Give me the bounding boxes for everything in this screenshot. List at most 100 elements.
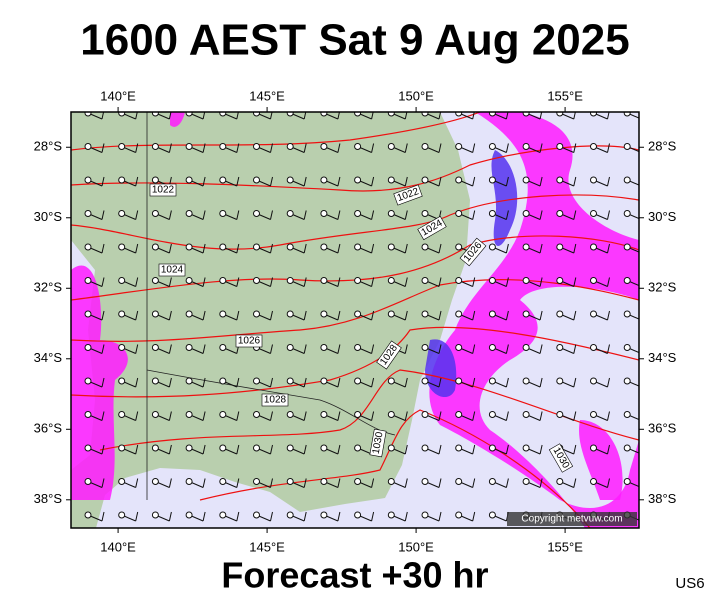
barb-station bbox=[118, 277, 126, 284]
barb-station bbox=[421, 112, 429, 117]
barb-station bbox=[151, 143, 159, 150]
barb-station bbox=[522, 143, 530, 150]
barb-station bbox=[151, 210, 159, 217]
barb-feather bbox=[371, 176, 375, 187]
barb-station bbox=[354, 444, 362, 452]
isobar-label-box bbox=[158, 263, 186, 277]
barb-feather bbox=[505, 478, 509, 488]
barb-station bbox=[84, 377, 92, 385]
barb-station bbox=[556, 277, 564, 284]
barb-station bbox=[488, 411, 496, 418]
barb-station bbox=[590, 377, 597, 385]
lon-tick-label: 150°E bbox=[398, 539, 434, 554]
barb-station bbox=[185, 143, 193, 150]
barb-station bbox=[253, 478, 260, 485]
barb-station bbox=[354, 344, 362, 351]
barb-feather bbox=[236, 511, 240, 522]
barb-station bbox=[253, 444, 260, 452]
barb-feather bbox=[573, 243, 577, 254]
barb-station bbox=[623, 377, 631, 385]
barb-feather bbox=[101, 176, 105, 187]
barb-station bbox=[185, 277, 193, 284]
barb-feather bbox=[303, 344, 307, 354]
barb-station bbox=[118, 310, 126, 318]
isobar-label-box bbox=[548, 443, 574, 473]
barb-station bbox=[253, 210, 260, 217]
barb-feather bbox=[404, 478, 408, 488]
barb-station bbox=[118, 210, 126, 217]
barb-feather bbox=[303, 511, 307, 522]
wind-barbs bbox=[84, 110, 643, 522]
barb-station bbox=[556, 377, 564, 385]
barb-feather bbox=[101, 143, 105, 153]
barb-station bbox=[421, 310, 429, 318]
barb-station bbox=[623, 444, 631, 452]
barb-station bbox=[354, 243, 362, 251]
barb-station bbox=[151, 377, 159, 385]
isobar-label-box bbox=[235, 334, 263, 348]
barb-feather bbox=[641, 244, 643, 253]
barb-station bbox=[185, 310, 193, 318]
barb-station bbox=[286, 243, 294, 251]
barb-station bbox=[118, 478, 126, 485]
barb-feather bbox=[337, 143, 341, 153]
barb-station bbox=[151, 310, 159, 318]
barb-station bbox=[118, 176, 126, 184]
barb-feather bbox=[337, 444, 341, 455]
barb-station bbox=[354, 310, 362, 318]
lat-tick-label: 32°S bbox=[648, 280, 677, 295]
barb-station bbox=[556, 478, 564, 485]
barb-feather bbox=[539, 478, 543, 488]
barb-feather bbox=[371, 377, 375, 388]
barb-station bbox=[253, 411, 260, 418]
barb-feather bbox=[168, 511, 172, 522]
barb-feather bbox=[303, 411, 307, 421]
barb-feather bbox=[236, 243, 240, 254]
barb-feather bbox=[607, 411, 610, 421]
barb-feather bbox=[573, 112, 576, 120]
barb-feather bbox=[404, 377, 408, 388]
barb-feather bbox=[641, 412, 643, 421]
barb-station bbox=[84, 112, 92, 117]
barb-station bbox=[219, 377, 227, 385]
barb-feather bbox=[641, 110, 643, 119]
barb-feather bbox=[135, 444, 139, 455]
barb-station bbox=[219, 143, 227, 150]
barb-feather bbox=[641, 512, 643, 521]
barb-station bbox=[623, 411, 631, 418]
barb-feather bbox=[202, 176, 206, 187]
rain-area bbox=[429, 112, 639, 528]
barb-station bbox=[354, 478, 362, 485]
barb-feather bbox=[607, 444, 610, 455]
barb-station bbox=[421, 210, 429, 217]
barb-feather bbox=[202, 210, 206, 220]
lon-tick-label: 140°E bbox=[100, 539, 136, 554]
barb-station bbox=[286, 310, 294, 318]
barb-feather bbox=[101, 344, 105, 354]
barb-feather bbox=[337, 377, 341, 388]
barb-feather bbox=[472, 344, 476, 354]
barb-feather bbox=[101, 112, 105, 120]
barb-station bbox=[185, 377, 193, 385]
map-body bbox=[71, 110, 643, 528]
barb-station bbox=[185, 511, 193, 519]
barb-feather bbox=[404, 277, 408, 287]
barb-feather bbox=[270, 511, 273, 522]
barb-feather bbox=[573, 310, 577, 321]
barb-station bbox=[286, 143, 294, 150]
barb-feather bbox=[438, 478, 442, 488]
barb-feather bbox=[404, 210, 408, 220]
barb-feather bbox=[168, 411, 172, 421]
barb-feather bbox=[539, 377, 543, 388]
barb-station bbox=[118, 112, 126, 117]
barb-station bbox=[421, 444, 429, 452]
barb-station bbox=[488, 143, 496, 150]
barb-feather bbox=[472, 143, 476, 153]
barb-feather bbox=[168, 478, 172, 488]
lat-tick-label: 28°S bbox=[34, 139, 63, 154]
barb-feather bbox=[404, 444, 408, 455]
barb-feather bbox=[539, 444, 543, 455]
barb-feather bbox=[573, 444, 577, 455]
barb-station bbox=[219, 444, 227, 452]
barb-feather bbox=[135, 176, 139, 187]
